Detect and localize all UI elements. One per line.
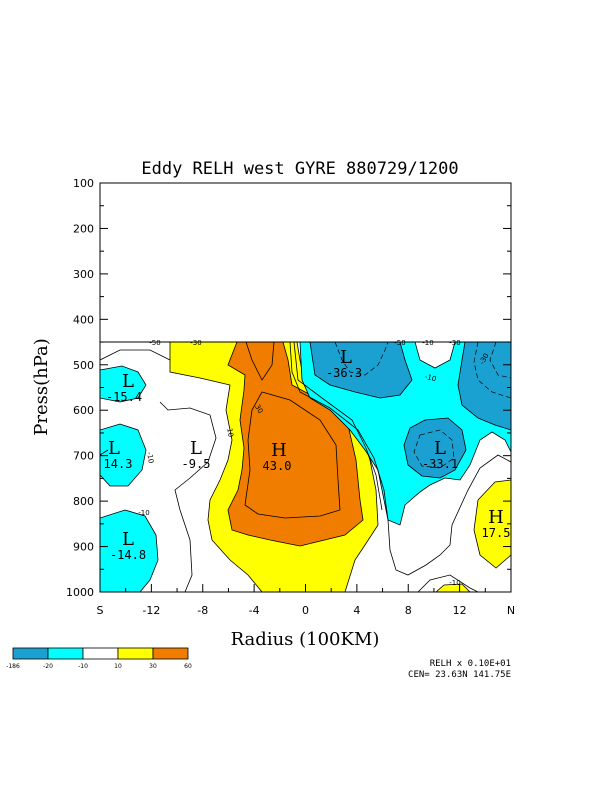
colorbar-label: 30 — [149, 663, 157, 670]
y-tick-label: 300 — [73, 268, 94, 281]
contour-label: -30 — [190, 339, 201, 347]
x-tick-label: 4 — [353, 604, 360, 617]
colorbar-label: -20 — [43, 663, 53, 670]
y-axis: 100 200 300 400 500 600 700 800 900 1000 — [66, 177, 511, 599]
blue-upper-mid — [309, 342, 413, 399]
filled-contours — [100, 342, 511, 592]
extrema-markers: L -15.4 L 14.3 L -9.5 H 43.0 L -36.3 L -… — [104, 347, 511, 562]
dashed-contours — [334, 342, 511, 469]
colorbar-swatch — [47, 647, 84, 660]
extremum-value: -9.5 — [182, 457, 211, 471]
y-tick-label: 500 — [73, 359, 94, 372]
colorbar-label: -10 — [78, 663, 88, 670]
colorbar-swatch — [117, 647, 154, 660]
y-tick-label: 700 — [73, 450, 94, 463]
footer-units: RELH x 0.10E+01 — [430, 659, 511, 669]
y-tick-label: 1000 — [66, 586, 94, 599]
blue-upper-right — [457, 342, 511, 431]
y-tick-label: 400 — [73, 313, 94, 326]
extremum-value: -14.8 — [110, 548, 146, 562]
contour-label: -10 — [138, 509, 149, 517]
colorbar-swatch — [152, 647, 189, 660]
x-axis-title: Radius (100KM) — [231, 629, 380, 650]
x-tick-label: -8 — [197, 604, 208, 617]
contour-line — [100, 349, 171, 361]
contour-line — [289, 342, 511, 576]
colorbar-swatch — [12, 647, 49, 660]
extremum-letter: L — [122, 529, 134, 550]
dashed-contour — [489, 342, 511, 379]
y-tick-label: 900 — [73, 541, 94, 554]
extremum-value: 14.3 — [104, 457, 133, 471]
y-tick-label: 100 — [73, 177, 94, 190]
x-tick-label: 0 — [302, 604, 309, 617]
extremum-value: -36.3 — [326, 366, 362, 380]
contour-label: -10 — [145, 451, 155, 464]
footer-center: CEN= 23.63N 141.75E — [408, 670, 511, 680]
y-tick-label: 600 — [73, 404, 94, 417]
chart-title: Eddy RELH west GYRE 880729/1200 — [141, 159, 458, 179]
extremum-letter: H — [488, 507, 504, 528]
extremum-letter: L — [434, 438, 446, 459]
blue-mid-right — [403, 417, 467, 479]
contour-label: -50 — [149, 339, 160, 347]
contour-label: -10 — [449, 579, 460, 587]
contour-line — [100, 449, 109, 456]
contour-label: -10 — [422, 339, 433, 347]
extremum-value: 17.5 — [482, 526, 511, 540]
colorbar-label: 10 — [114, 663, 122, 670]
x-tick-label: N — [507, 604, 515, 617]
yellow-right — [473, 479, 511, 569]
x-tick-label: S — [97, 604, 104, 617]
extremum-letter: L — [122, 371, 134, 392]
yellow-bottom-right — [435, 583, 471, 592]
extremum-value: -15.4 — [106, 390, 142, 404]
x-axis: S -12 -8 -4 0 4 8 12 N — [97, 584, 515, 617]
extremum-letter: H — [271, 440, 287, 461]
colorbar-label: 60 — [184, 663, 192, 670]
contour-label: 30 — [253, 403, 264, 415]
colorbar: -186 -20 -10 10 30 60 — [6, 647, 192, 670]
contour-line — [159, 401, 217, 592]
orange-core-contour — [244, 391, 341, 519]
extremum-letter: L — [340, 347, 352, 368]
contour-line — [293, 342, 383, 511]
y-tick-label: 800 — [73, 495, 94, 508]
contour-label: -30 — [449, 339, 460, 347]
extremum-letter: L — [108, 438, 120, 459]
colorbar-label: -186 — [6, 663, 20, 670]
y-tick-label: 200 — [73, 222, 94, 235]
x-tick-label: -4 — [249, 604, 260, 617]
white-hole — [414, 342, 456, 369]
x-tick-label: -12 — [142, 604, 160, 617]
contour-line — [417, 574, 479, 592]
colorbar-swatch — [82, 647, 119, 660]
y-axis-title: Press(hPa) — [31, 338, 52, 436]
x-tick-label: 12 — [453, 604, 467, 617]
cyan-left-top — [100, 365, 147, 403]
contour-label: -50 — [394, 339, 405, 347]
cyan-left-mid — [100, 423, 147, 487]
orange-inner-contour — [245, 342, 275, 381]
cyan-left-bottom — [100, 509, 159, 592]
x-tick-label: 8 — [405, 604, 412, 617]
extremum-letter: L — [190, 438, 202, 459]
extremum-value: 43.0 — [263, 459, 292, 473]
contour-lines — [100, 342, 511, 592]
contour-label: -10 — [424, 373, 437, 384]
extremum-value: -33.1 — [422, 457, 458, 471]
dashed-contour — [334, 342, 389, 376]
contour-label: 10 — [225, 428, 234, 438]
